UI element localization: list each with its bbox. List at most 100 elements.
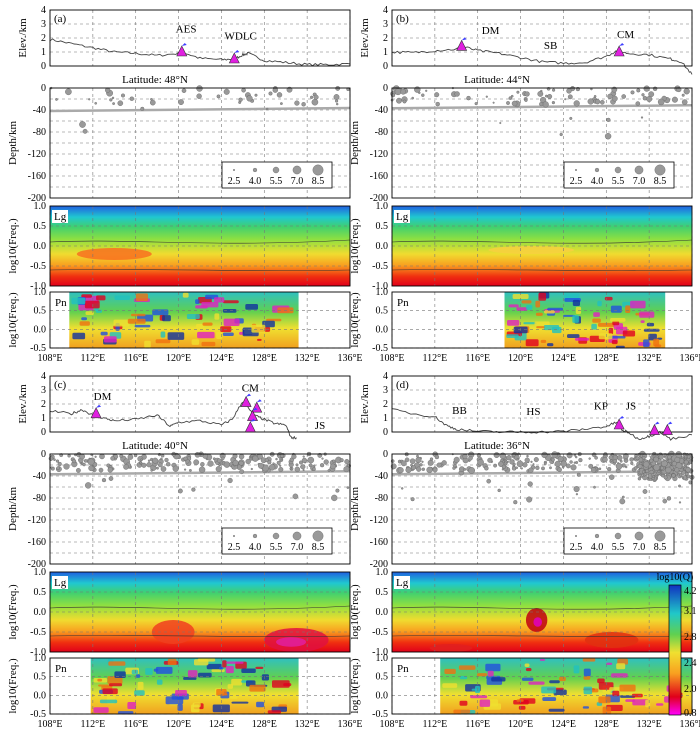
pn-q-subplot: Pn 1.0 0.5 0.0 -0.5 log10(Freq.) 108°E 112°E 116… <box>7 653 363 730</box>
pn-q-patch <box>458 665 476 670</box>
earthquake-dot <box>588 463 594 469</box>
earthquake-dot <box>502 460 505 464</box>
volcano-flag <box>654 421 660 425</box>
earthquake-dot <box>72 459 77 464</box>
topography-line <box>391 45 693 75</box>
region-label: WDLC <box>225 30 257 42</box>
q-contour <box>391 635 693 637</box>
earthquake-dot <box>280 453 285 458</box>
earthquake-dot <box>310 95 314 99</box>
pn-q-patch <box>612 320 620 326</box>
pn-q-patch <box>640 320 645 323</box>
lon-tick-label: 124°E <box>551 719 576 730</box>
lg-q-subplot: Lg 1.0 0.5 0.0 -0.5 -1.0 log10(Freq.) <box>7 201 351 292</box>
earthquake-dot <box>84 482 92 489</box>
lon-tick-label: 120°E <box>166 353 191 364</box>
earthquake-dot <box>333 94 340 100</box>
pn-q-patch <box>583 686 593 695</box>
pn-q-patch <box>214 313 220 320</box>
earthquake-dot <box>426 466 433 474</box>
pn-q-patch <box>226 661 244 664</box>
legend-dot <box>594 167 600 173</box>
earthquake-dot <box>608 455 614 460</box>
legend-size-label: 2.5 <box>228 176 241 187</box>
earthquake-dot <box>149 99 156 106</box>
legend-size-label: 2.5 <box>228 542 241 553</box>
legend-dot <box>312 164 324 176</box>
pn-q-patch <box>516 699 524 702</box>
earthquake-dot <box>685 467 691 473</box>
elev-tick-label: 4 <box>41 371 46 382</box>
legend-dot <box>272 532 280 540</box>
pn-q-patch <box>608 335 626 339</box>
pn-q-patch <box>611 340 618 345</box>
earthquake-dot <box>441 460 447 466</box>
region-label: JS <box>315 420 325 432</box>
pn-q-patch <box>84 300 100 309</box>
q-contour <box>391 239 693 244</box>
earthquake-dot <box>112 102 116 106</box>
depth-tick-label: -40 <box>375 105 388 116</box>
earthquake-dot <box>649 469 654 475</box>
lon-tick-label: 132°E <box>295 719 320 730</box>
earthquake-dot <box>623 453 629 459</box>
pn-freq-axis-label: log10(Freq.) <box>349 292 361 348</box>
pn-q-patch <box>97 678 103 682</box>
volcano-marker <box>613 418 625 430</box>
earthquake-dot <box>215 466 222 473</box>
earthquake-dot <box>684 455 688 459</box>
lon-tick-label: 116°E <box>123 353 148 364</box>
depth-axis-label: Depth/km <box>349 487 361 531</box>
earthquake-dot <box>506 101 510 105</box>
lon-tick-label: 120°E <box>508 719 533 730</box>
lg-freq-axis-label: log10(Freq.) <box>7 584 19 640</box>
earthquake-dot <box>411 96 415 100</box>
earthquake-dot <box>573 486 580 493</box>
earthquake-dot <box>611 95 618 102</box>
volcano-flag <box>256 399 262 403</box>
pn-q-patch <box>597 300 602 307</box>
earthquake-dot <box>55 98 58 101</box>
lg-freq-tick-label: 1.0 <box>376 201 389 212</box>
panel-b: 4 3 2 1 0 Elev./km (b) DM SB CM Latitude: 44°N 2.5 4… <box>349 5 700 364</box>
earthquake-dot <box>50 466 53 469</box>
earthquake-dot <box>63 463 70 470</box>
earthquake-dot <box>637 477 642 481</box>
earthquake-dot <box>177 488 183 494</box>
earthquake-dot <box>661 460 668 467</box>
region-label: DM <box>94 391 112 403</box>
earthquake-dot <box>607 93 613 100</box>
earthquake-dot <box>602 457 608 463</box>
legend-dot <box>634 531 644 541</box>
pn-q-patch <box>176 696 184 700</box>
pn-q-subplot: Pn 1.0 0.5 0.0 -0.5 log10(Freq.) 108°E 112°E 116… <box>349 653 700 730</box>
earthquake-dot <box>160 466 167 472</box>
legend-size-label: 5.5 <box>270 542 283 553</box>
earthquake-dot <box>462 453 468 460</box>
pn-q-patch <box>223 318 240 326</box>
earthquake-dot <box>181 88 187 93</box>
earthquake-dot <box>421 460 424 463</box>
earthquake-dot <box>339 458 344 463</box>
earthquake-dot <box>160 454 165 458</box>
pn-q-patch <box>648 333 657 341</box>
earthquake-dot <box>604 132 612 140</box>
colorbar-tick-label: 2.8 <box>684 632 697 643</box>
earthquake-dot <box>683 459 689 465</box>
elev-tick-label: 0 <box>383 427 388 438</box>
earthquake-dot <box>575 461 579 465</box>
earthquake-dot <box>630 461 634 465</box>
earthquake-dot <box>591 452 597 458</box>
pn-freq-tick-label: -0.5 <box>372 343 388 354</box>
pn-q-patch <box>219 666 224 670</box>
q-anomaly <box>488 246 575 254</box>
colorbar-tick-label: 2.4 <box>684 658 697 669</box>
depth-tick-label: -40 <box>33 471 46 482</box>
pn-q-patch <box>196 324 205 330</box>
pn-freq-axis-label: log10(Freq.) <box>7 658 19 714</box>
legend-size-label: 7.0 <box>291 176 304 187</box>
earthquake-dot <box>88 98 91 101</box>
earthquake-dot <box>321 457 324 460</box>
pn-q-patch <box>540 339 547 343</box>
